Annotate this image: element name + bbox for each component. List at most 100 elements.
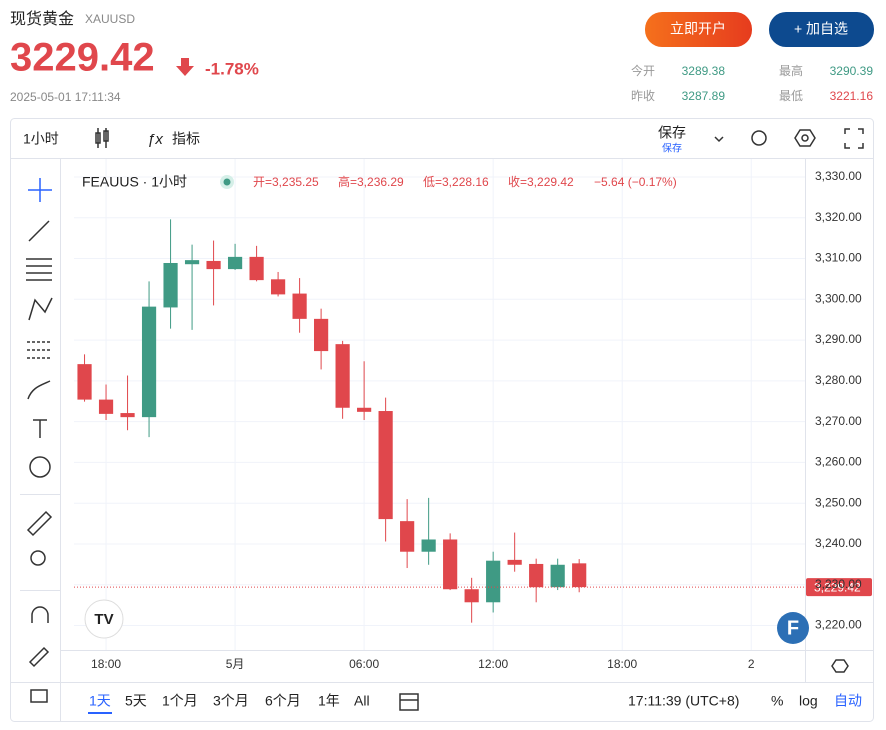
range-button[interactable]: 1年 [318,693,340,709]
candle-body [292,293,307,319]
candle-body [314,318,329,352]
projection-tool[interactable] [27,341,51,359]
watch-label[interactable]: + 加自选 [794,21,848,37]
watch-button[interactable] [769,12,874,47]
open-account-button[interactable] [645,12,752,47]
settings-icon[interactable] [794,129,816,147]
range-button[interactable]: 1天 [89,693,111,709]
y-tick-label: 3,240.00 [815,536,862,550]
x-tick-label: 2 [748,657,755,671]
axis-settings[interactable] [831,659,849,673]
candle-body [206,260,221,270]
range-button[interactable]: All [354,693,370,709]
candle-body [507,559,522,565]
stat-value: 3287.89 [682,89,726,103]
date-icon[interactable] [399,693,419,711]
log-toggle[interactable]: log [799,693,818,709]
candle-body [120,413,135,418]
x-tick-label: 06:00 [349,657,379,671]
y-tick-label: 3,260.00 [815,455,862,469]
lock-draw-tool[interactable] [28,646,50,668]
chart-title: FEAUUS · 1小时 [82,174,187,190]
y-tick-label: 3,280.00 [815,373,862,387]
tv-logo [84,599,124,639]
candle-body [357,407,372,412]
change: -1.78% [205,59,259,78]
stat-value: 3290.39 [830,64,874,78]
x-tick-label: 5月 [226,657,245,671]
y-tick-label: 3,330.00 [815,169,862,183]
candle-body [550,564,565,588]
x-tick-label: 18:00 [91,657,121,671]
stat-label: 最低 [779,89,803,103]
brush-tool[interactable] [27,380,51,400]
stat-label: 昨收 [631,89,655,103]
last-price-label: 3,229.42 [814,580,861,594]
percent-toggle[interactable]: % [771,693,783,709]
emoji-tool[interactable] [29,456,51,478]
candle-body [443,539,458,590]
crosshair-tool[interactable] [28,178,52,202]
chart-frame [10,118,874,722]
dropdown[interactable] [714,136,724,143]
timestamp: 2025-05-01 17:11:34 [10,90,121,104]
text-tool[interactable] [33,419,47,438]
legend-low: 低=3,228.16 [423,175,489,189]
y-tick-label: 3,230.00 [815,577,862,591]
legend-close: 收=3,229.42 [508,175,574,189]
y-tick-label: 3,320.00 [815,210,862,224]
y-tick-label: 3,250.00 [815,495,862,509]
lock-tool[interactable] [30,689,48,703]
stat-label: 最高 [779,63,803,78]
legend-open: 开=3,235.25 [253,175,319,189]
zoom-tool[interactable] [30,550,46,566]
candle-body [529,563,544,588]
candle-body [98,399,114,414]
stat-label: 今开 [631,63,655,78]
range-button[interactable]: 5天 [125,693,147,709]
y-tick-label: 3,300.00 [815,291,862,305]
tv-logo-mark: TV [94,611,113,628]
ruler-tool[interactable] [26,510,53,537]
f-logo [777,612,809,644]
candle-body [163,262,178,308]
y-tick-label: 3,220.00 [815,618,862,632]
candle-body [249,256,264,281]
name: 现货黄金 [10,10,74,28]
fib-tool[interactable] [26,258,52,281]
interval[interactable]: 1小时 [23,131,59,147]
save-sub[interactable]: 保存 [662,142,682,155]
line-tool[interactable] [28,220,50,242]
fx-icon[interactable]: ƒx [147,131,163,148]
stat-value: 3289.38 [682,64,726,78]
status-dot [223,178,231,186]
y-tick-label: 3,270.00 [815,414,862,428]
down-arrow [176,58,194,76]
range-button[interactable]: 1个月 [162,693,198,709]
alert-icon[interactable] [751,130,767,146]
open-account-label[interactable]: 立即开户 [670,21,726,37]
candle-body [227,256,243,270]
last-price-tag [806,578,872,597]
drawing-tools [26,178,53,703]
candle-body [486,560,501,603]
pattern-tool[interactable] [28,297,53,321]
candle-body [572,563,587,588]
indicators[interactable]: 指标 [172,131,200,147]
candle-body [184,260,200,265]
candle-body [378,411,393,520]
candle-body [400,521,415,552]
range-button[interactable]: 6个月 [265,693,301,709]
range-button[interactable]: 3个月 [213,693,249,709]
magnet-tool[interactable] [31,606,49,623]
candle-body [141,306,157,418]
candle-icon[interactable] [95,128,109,148]
candle-body [464,589,479,603]
y-tick-label: 3,310.00 [815,251,862,265]
auto-toggle[interactable]: 自动 [834,693,862,709]
x-tick-label: 18:00 [607,657,637,671]
x-tick-label: 12:00 [478,657,508,671]
f-logo-mark: F [787,617,799,639]
save[interactable]: 保存 [658,125,686,141]
fullscreen-icon[interactable] [844,128,864,149]
